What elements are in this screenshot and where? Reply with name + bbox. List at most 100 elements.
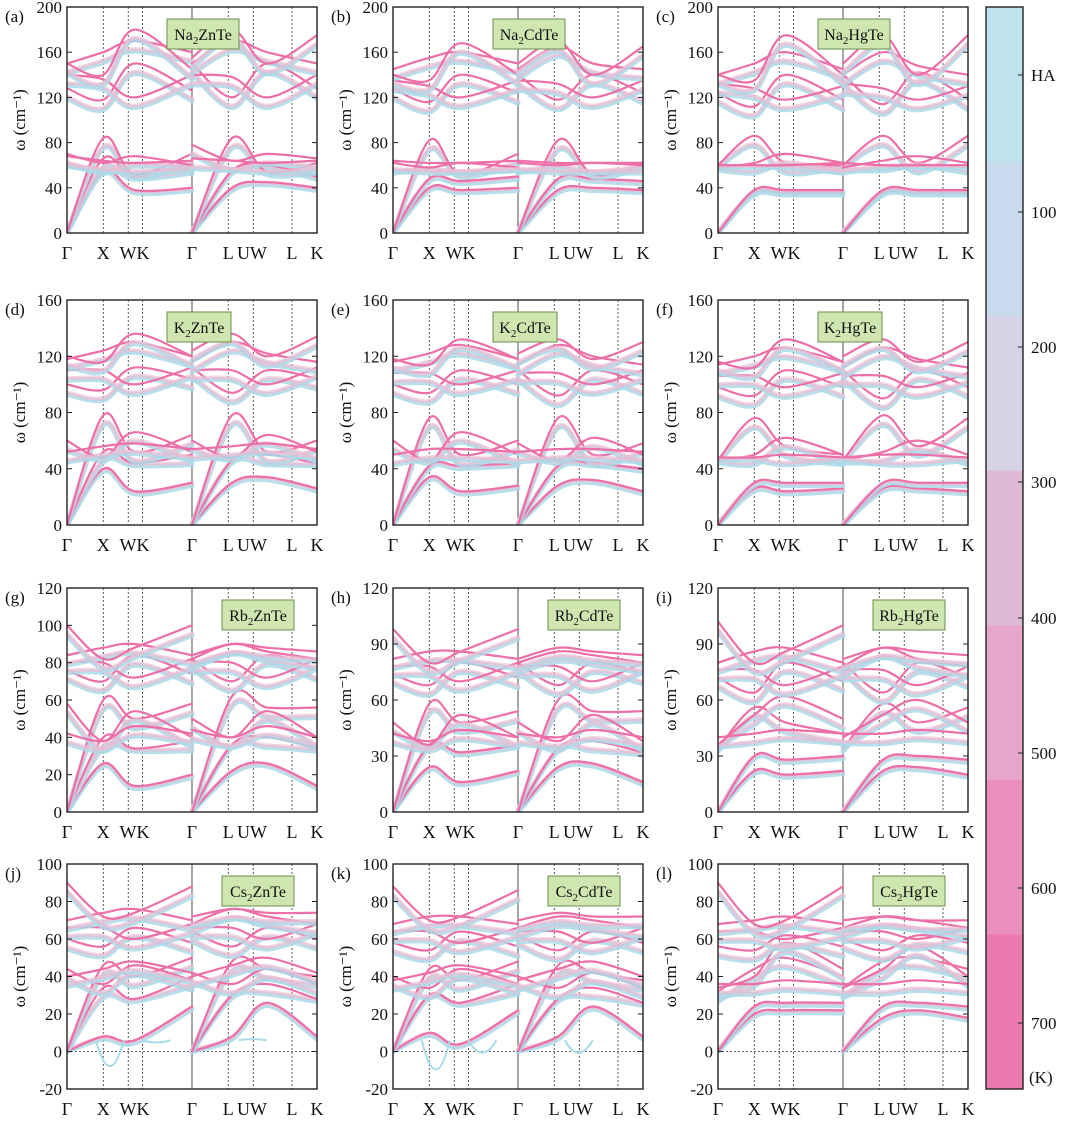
x-tick-label: WK xyxy=(771,243,801,263)
x-tick-label: WK xyxy=(771,1099,801,1119)
compound-subscript: 2 xyxy=(897,892,903,904)
compound-subscript: 2 xyxy=(835,328,841,340)
phonon-dispersion-curve xyxy=(67,881,194,920)
y-tick-label: 80 xyxy=(371,134,388,153)
phonon-dispersion-curve xyxy=(841,372,968,389)
phonon-dispersion-curve xyxy=(393,460,520,525)
compound-label-box xyxy=(166,18,240,50)
phonon-dispersion-curve xyxy=(516,1005,643,1053)
x-tick-label: X xyxy=(748,535,761,555)
panel-label: (c) xyxy=(656,7,675,26)
compound-label: Cs2ZnTe xyxy=(230,884,286,904)
x-tick-label: L xyxy=(549,243,560,263)
y-tick-label: 100 xyxy=(37,616,63,635)
colorbar-tick-label: HA xyxy=(1031,66,1056,85)
x-tick-label: Γ xyxy=(713,535,723,555)
phonon-dispersion-curve xyxy=(393,765,520,812)
colorbar-segment xyxy=(986,779,1023,935)
y-tick-label: 80 xyxy=(696,404,713,423)
x-tick-label: K xyxy=(311,1099,324,1119)
phonon-dispersion-curve xyxy=(393,161,520,169)
x-tick-label: UW xyxy=(563,535,593,555)
compound-subscript: 2 xyxy=(248,616,254,628)
phonon-dispersion-curve xyxy=(190,642,317,660)
intermediate-temperature-curve xyxy=(67,449,194,462)
intermediate-temperature-curve xyxy=(67,35,194,87)
phonon-dispersion-curve xyxy=(393,713,520,746)
x-tick-label: Γ xyxy=(187,243,197,263)
x-tick-label: UW xyxy=(563,822,593,842)
phonon-dispersion-curve xyxy=(67,624,194,661)
phonon-dispersion-curve xyxy=(516,646,643,660)
x-tick-label: K xyxy=(962,535,975,555)
y-tick-label: 0 xyxy=(54,224,63,243)
imaginary-mode-curve xyxy=(238,1038,267,1042)
y-tick-label: 80 xyxy=(696,893,713,912)
y-tick-label: -20 xyxy=(39,1080,62,1099)
x-tick-label: K xyxy=(962,1099,975,1119)
y-tick-label: 120 xyxy=(37,347,63,366)
y-tick-label: 30 xyxy=(696,747,713,766)
intermediate-temperature-curve xyxy=(67,631,194,670)
intermediate-temperature-curve xyxy=(67,732,194,752)
compound-prefix: Cs xyxy=(880,884,897,901)
intermediate-temperature-curve xyxy=(190,164,317,174)
y-tick-label: 120 xyxy=(37,88,63,107)
compound-label: K2ZnTe xyxy=(174,320,225,340)
intermediate-temperature-curve xyxy=(718,345,845,379)
phonon-dispersion-curve xyxy=(718,1000,845,1053)
curves xyxy=(718,338,968,525)
intermediate-temperature-curve xyxy=(718,443,845,466)
x-tick-label: WK xyxy=(120,1099,150,1119)
x-tick-label: K xyxy=(637,822,650,842)
x-tick-label: K xyxy=(311,822,324,842)
y-tick-label: 0 xyxy=(54,516,63,535)
y-tick-label: 80 xyxy=(45,404,62,423)
intermediate-temperature-curve xyxy=(718,627,845,674)
colorbar-tick-label: 600 xyxy=(1031,879,1057,898)
x-tick-label: UW xyxy=(237,822,267,842)
x-tick-label: L xyxy=(287,1099,298,1119)
phonon-dispersion-curve xyxy=(190,442,317,451)
y-tick-label: 40 xyxy=(45,460,62,479)
compound-subscript: 2 xyxy=(511,328,517,340)
x-tick-label: Γ xyxy=(62,535,72,555)
compound-prefix: Rb xyxy=(229,608,248,625)
y-tick-label: 20 xyxy=(45,1005,62,1024)
y-tick-label: 120 xyxy=(688,88,714,107)
x-tick-label: Γ xyxy=(187,1099,197,1119)
x-tick-label: X xyxy=(748,243,761,263)
colorbar-tick-label: 200 xyxy=(1031,338,1057,357)
intermediate-temperature-curve xyxy=(841,933,968,950)
ha-dispersion-curve xyxy=(393,476,521,525)
x-tick-label: Γ xyxy=(513,243,523,263)
intermediate-temperature-curve xyxy=(393,49,520,93)
intermediate-temperature-curve xyxy=(516,967,643,991)
intermediate-temperature-curve xyxy=(190,151,317,171)
y-axis-label: ω (cm⁻¹) xyxy=(336,382,355,444)
phonon-dispersion-curve xyxy=(841,753,968,812)
y-tick-label: 160 xyxy=(37,291,63,310)
x-tick-label: UW xyxy=(237,535,267,555)
intermediate-temperature-curve xyxy=(190,915,317,927)
intermediate-temperature-curve xyxy=(393,735,520,752)
phonon-dispersion-curve xyxy=(67,762,194,812)
y-tick-label: 160 xyxy=(363,291,389,310)
phonon-dispersion-curve xyxy=(190,73,317,99)
x-tick-label: L xyxy=(287,535,298,555)
x-tick-label: Γ xyxy=(713,243,723,263)
x-tick-label: K xyxy=(311,535,324,555)
plot-frame xyxy=(66,6,318,234)
phonon-dispersion-curve xyxy=(516,159,643,165)
y-axis-label: ω (cm⁻¹) xyxy=(661,382,680,444)
compound-label: Rb2CdTe xyxy=(555,608,614,628)
y-tick-label: 80 xyxy=(45,893,62,912)
curves xyxy=(393,39,643,233)
intermediate-temperature-curve xyxy=(516,760,643,812)
phonon-dispersion-curve xyxy=(67,907,194,922)
colorbar-tick-label: 500 xyxy=(1031,744,1057,763)
x-tick-label: L xyxy=(874,1099,885,1119)
y-tick-label: 20 xyxy=(696,1005,713,1024)
